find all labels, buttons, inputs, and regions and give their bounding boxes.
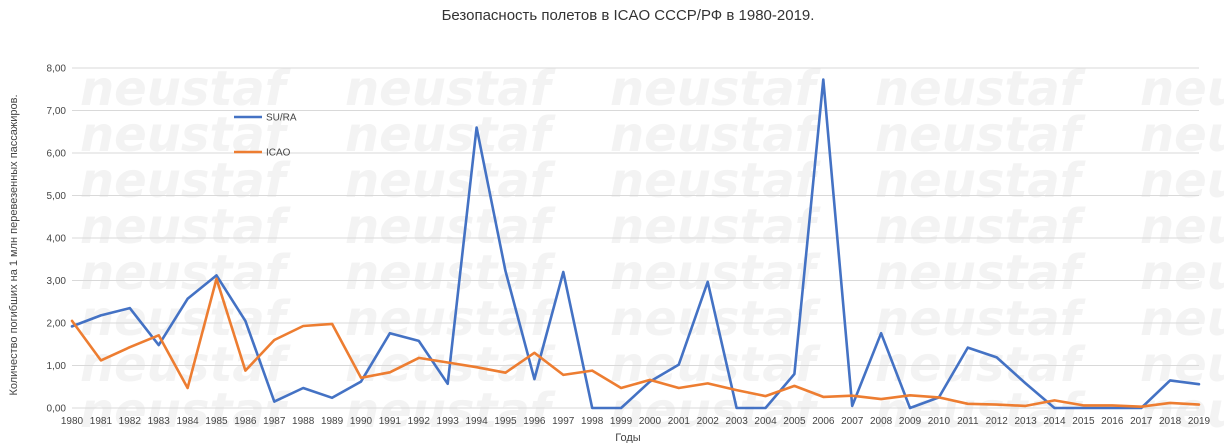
x-tick-label: 1984 <box>176 416 199 427</box>
x-tick-label: 2009 <box>899 416 922 427</box>
x-tick-label: 1987 <box>263 416 286 427</box>
x-tick-label: 1983 <box>148 416 171 427</box>
watermark-text: neustaf <box>345 153 556 209</box>
watermark-text: neustaf <box>875 291 1086 347</box>
legend-label: SU/RA <box>266 113 297 124</box>
watermark-text: neustaf <box>875 107 1086 163</box>
y-tick-label: 7,00 <box>47 106 67 117</box>
watermark-text: neustaf <box>610 245 821 301</box>
watermark-text: neustaf <box>1140 245 1224 301</box>
watermark-text: neustaf <box>345 383 556 439</box>
watermark-text: neustaf <box>80 245 291 301</box>
x-tick-label: 1990 <box>350 416 373 427</box>
y-axis-ticks: 0,00 1,00 2,00 3,00 4,00 5,00 6,00 7,00 8,00 <box>47 64 67 415</box>
x-tick-label: 2003 <box>726 416 749 427</box>
x-tick-label: 1992 <box>408 416 431 427</box>
x-tick-label: 1988 <box>292 416 315 427</box>
x-tick-label: 2005 <box>783 416 806 427</box>
x-tick-label: 2014 <box>1043 416 1066 427</box>
watermark-text: neustaf <box>1140 291 1224 347</box>
x-tick-label: 2001 <box>668 416 691 427</box>
watermark-text: neustaf <box>80 61 291 117</box>
x-tick-label: 1991 <box>379 416 402 427</box>
watermark-text: neustaf <box>610 61 821 117</box>
x-tick-label: 1995 <box>494 416 517 427</box>
watermark-text: neustaf <box>1140 199 1224 255</box>
x-tick-label: 1986 <box>234 416 257 427</box>
watermark-text: neustaf <box>345 107 556 163</box>
watermark-text: neustaf <box>610 199 821 255</box>
legend-label: ICAO <box>266 148 291 159</box>
watermark-text: neustaf <box>1140 107 1224 163</box>
y-tick-label: 4,00 <box>47 234 67 245</box>
x-tick-label: 2019 <box>1188 416 1211 427</box>
x-tick-label: 1999 <box>610 416 633 427</box>
x-tick-label: 1997 <box>552 416 575 427</box>
x-tick-label: 2016 <box>1101 416 1124 427</box>
x-tick-label: 1989 <box>321 416 344 427</box>
watermark-text: neustaf <box>610 383 821 439</box>
watermark-text: neustaf <box>80 153 291 209</box>
x-tick-label: 1980 <box>61 416 84 427</box>
watermark-text: neustaf <box>875 245 1086 301</box>
x-tick-label: 1981 <box>90 416 113 427</box>
series-line-icao <box>70 277 1201 409</box>
series-layer <box>70 78 1201 410</box>
watermark-text: neustaf <box>345 199 556 255</box>
series-line-su-ra <box>70 78 1201 410</box>
x-tick-label: 2008 <box>870 416 893 427</box>
x-tick-label: 2006 <box>812 416 835 427</box>
watermark-text: neustaf <box>1140 61 1224 117</box>
x-tick-label: 2004 <box>754 416 777 427</box>
y-tick-label: 5,00 <box>47 191 67 202</box>
x-tick-label: 1996 <box>523 416 546 427</box>
x-tick-label: 1998 <box>581 416 604 427</box>
x-tick-label: 1985 <box>205 416 228 427</box>
x-tick-label: 2002 <box>697 416 720 427</box>
y-tick-label: 6,00 <box>47 149 67 160</box>
x-tick-label: 2018 <box>1159 416 1182 427</box>
chart-title: Безопасность полетов в ICAO СССР/РФ в 19… <box>442 7 815 24</box>
x-tick-label: 2007 <box>841 416 864 427</box>
x-axis-ticks: 1980 1981 1982 1983 1984 1985 1986 1987 1988 1989… <box>61 416 1211 427</box>
x-tick-label: 2011 <box>957 416 979 427</box>
watermark-text: neustaf <box>1140 153 1224 209</box>
watermark-text: neustaf <box>875 61 1086 117</box>
x-tick-label: 2013 <box>1014 416 1037 427</box>
watermark-text: neustaf <box>345 291 556 347</box>
x-axis-label: Годы <box>615 432 641 443</box>
legend: SU/RA ICAO <box>234 113 297 159</box>
x-tick-label: 1982 <box>119 416 142 427</box>
x-tick-label: 2017 <box>1130 416 1153 427</box>
watermark-text: neustaf <box>345 61 556 117</box>
watermark-text: neustaf <box>610 107 821 163</box>
x-tick-label: 2015 <box>1072 416 1095 427</box>
y-tick-label: 3,00 <box>47 276 67 287</box>
watermark-text: neustaf <box>875 199 1086 255</box>
watermark-text: neustaf <box>875 383 1086 439</box>
x-tick-label: 2000 <box>639 416 662 427</box>
gridlines <box>72 67 1199 409</box>
watermark-text: neustaf <box>80 199 291 255</box>
y-axis-label: Количество погибших на 1 млн перевезенны… <box>8 94 20 395</box>
watermark-text: neustaf <box>610 153 821 209</box>
watermark-text: neustaf <box>1140 383 1224 439</box>
y-tick-label: 2,00 <box>47 319 67 330</box>
watermark-text: neustaf <box>345 245 556 301</box>
y-tick-label: 8,00 <box>47 64 67 75</box>
watermark-text: neustaf <box>80 383 291 439</box>
x-tick-label: 2012 <box>986 416 1009 427</box>
x-tick-label: 1994 <box>465 416 488 427</box>
x-tick-label: 2010 <box>928 416 951 427</box>
watermark-layer: neustafneustafneustafneustafneustafneust… <box>80 61 1224 439</box>
x-tick-label: 1993 <box>437 416 460 427</box>
y-tick-label: 1,00 <box>47 361 67 372</box>
watermark-text: neustaf <box>875 153 1086 209</box>
y-tick-label: 0,00 <box>47 404 67 415</box>
